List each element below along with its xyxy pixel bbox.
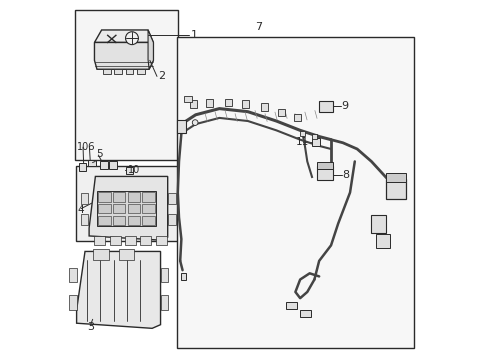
Bar (125, 167, 133, 174)
Bar (110, 236, 121, 245)
Bar (160, 296, 168, 310)
Text: 8: 8 (342, 170, 349, 180)
Bar (168, 214, 175, 225)
Bar (127, 216, 140, 225)
Text: 10: 10 (128, 165, 141, 175)
Polygon shape (94, 42, 153, 69)
Bar (94, 236, 105, 245)
Bar (311, 134, 317, 139)
Polygon shape (94, 30, 153, 42)
Bar (319, 101, 332, 112)
Bar (80, 163, 86, 171)
Bar (294, 114, 301, 121)
Bar (118, 249, 133, 260)
Text: 5: 5 (97, 149, 103, 159)
Text: 2: 2 (158, 71, 165, 81)
Bar (81, 214, 88, 225)
Bar (189, 100, 197, 108)
Bar (285, 302, 296, 309)
Bar (181, 273, 185, 279)
Text: 10: 10 (77, 142, 89, 152)
Bar (69, 296, 77, 310)
Bar (76, 166, 177, 241)
Bar (371, 215, 385, 233)
Bar (125, 236, 136, 245)
Bar (137, 69, 145, 74)
Bar (206, 99, 213, 107)
Bar (140, 236, 151, 245)
Text: 3: 3 (87, 322, 94, 332)
Bar (69, 267, 77, 282)
Bar (100, 161, 107, 169)
Bar (299, 131, 305, 136)
Bar (142, 192, 155, 202)
Bar (277, 109, 284, 116)
Bar (113, 192, 125, 202)
Bar (142, 204, 155, 213)
Bar (375, 234, 389, 248)
Bar (102, 69, 110, 74)
Circle shape (125, 32, 138, 45)
Bar (88, 160, 96, 166)
Text: 9: 9 (341, 102, 348, 111)
Bar (160, 267, 168, 282)
Bar (97, 191, 156, 226)
Bar (127, 192, 140, 202)
Bar (75, 10, 178, 160)
Bar (98, 192, 110, 202)
Bar (261, 103, 267, 111)
Bar (385, 179, 406, 199)
Text: 6: 6 (87, 142, 94, 152)
Bar (98, 204, 110, 213)
Bar (183, 96, 192, 102)
Bar (385, 173, 406, 182)
Polygon shape (148, 30, 153, 69)
Bar (114, 69, 122, 74)
Text: 11: 11 (295, 137, 308, 147)
Bar (81, 193, 88, 204)
Bar (113, 216, 125, 225)
Bar (125, 69, 133, 74)
Bar (93, 249, 108, 260)
Bar (168, 193, 175, 204)
Bar (156, 236, 166, 245)
Bar (113, 204, 125, 213)
Text: 1: 1 (190, 30, 198, 40)
Text: 7: 7 (255, 22, 262, 32)
Bar (142, 216, 155, 225)
Bar (242, 100, 248, 108)
Circle shape (192, 120, 198, 125)
Polygon shape (89, 176, 167, 240)
Bar (311, 138, 319, 146)
Bar (225, 99, 232, 106)
Bar (98, 216, 110, 225)
Bar (316, 166, 332, 180)
Text: 4: 4 (78, 205, 84, 215)
Bar (300, 310, 310, 317)
Bar (176, 37, 413, 348)
Bar (176, 120, 186, 134)
Polygon shape (77, 251, 160, 328)
Bar (127, 204, 140, 213)
Bar (316, 162, 332, 169)
Bar (108, 161, 116, 169)
